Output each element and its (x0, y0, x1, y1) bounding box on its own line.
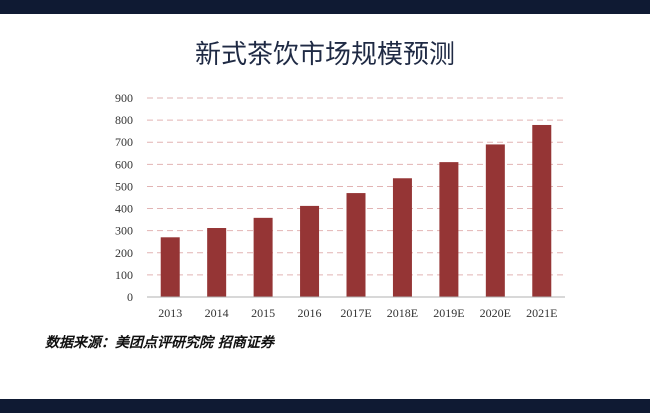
bar-2014 (207, 228, 227, 297)
y-tick-label: 800 (115, 113, 133, 127)
x-tick-label: 2013 (158, 306, 182, 320)
bar-2018E (392, 178, 412, 297)
x-tick-label: 2018E (387, 306, 418, 320)
bar-2016 (300, 205, 320, 297)
bottom-border (0, 399, 650, 413)
x-tick-label: 2016 (298, 306, 322, 320)
source-note: 数据来源：美团点评研究院 招商证券 (45, 335, 274, 351)
x-tick-label: 2015 (251, 306, 275, 320)
x-tick-label: 2021E (526, 306, 557, 320)
bar-2020E (485, 144, 505, 297)
bar-2017E (346, 193, 366, 297)
x-tick-label: 2020E (480, 306, 511, 320)
y-tick-label: 0 (127, 290, 133, 304)
bar-2015 (253, 217, 273, 297)
bar-2019E (439, 162, 459, 297)
top-border (0, 0, 650, 14)
y-tick-label: 500 (115, 179, 133, 193)
x-axis-ticks: 2013 2014 2015 2016 2017E 2018E 2019E 2020E 2021… (158, 306, 557, 320)
y-tick-label: 100 (115, 268, 133, 282)
x-tick-label: 2017E (340, 306, 371, 320)
x-tick-label: 2019E (433, 306, 464, 320)
bar-2021E (532, 124, 552, 297)
y-tick-label: 400 (115, 202, 133, 216)
y-tick-label: 600 (115, 157, 133, 171)
y-tick-label: 900 (115, 91, 133, 105)
y-tick-label: 200 (115, 246, 133, 260)
bars (160, 124, 552, 297)
y-axis-ticks: 0 100 200 300 400 500 600 700 800 900 (115, 91, 133, 304)
page-title: 新式茶饮市场规模预测 (194, 40, 455, 70)
y-tick-label: 300 (115, 224, 133, 238)
y-tick-label: 700 (115, 135, 133, 149)
x-tick-label: 2014 (205, 306, 229, 320)
bar-2013 (160, 237, 180, 297)
